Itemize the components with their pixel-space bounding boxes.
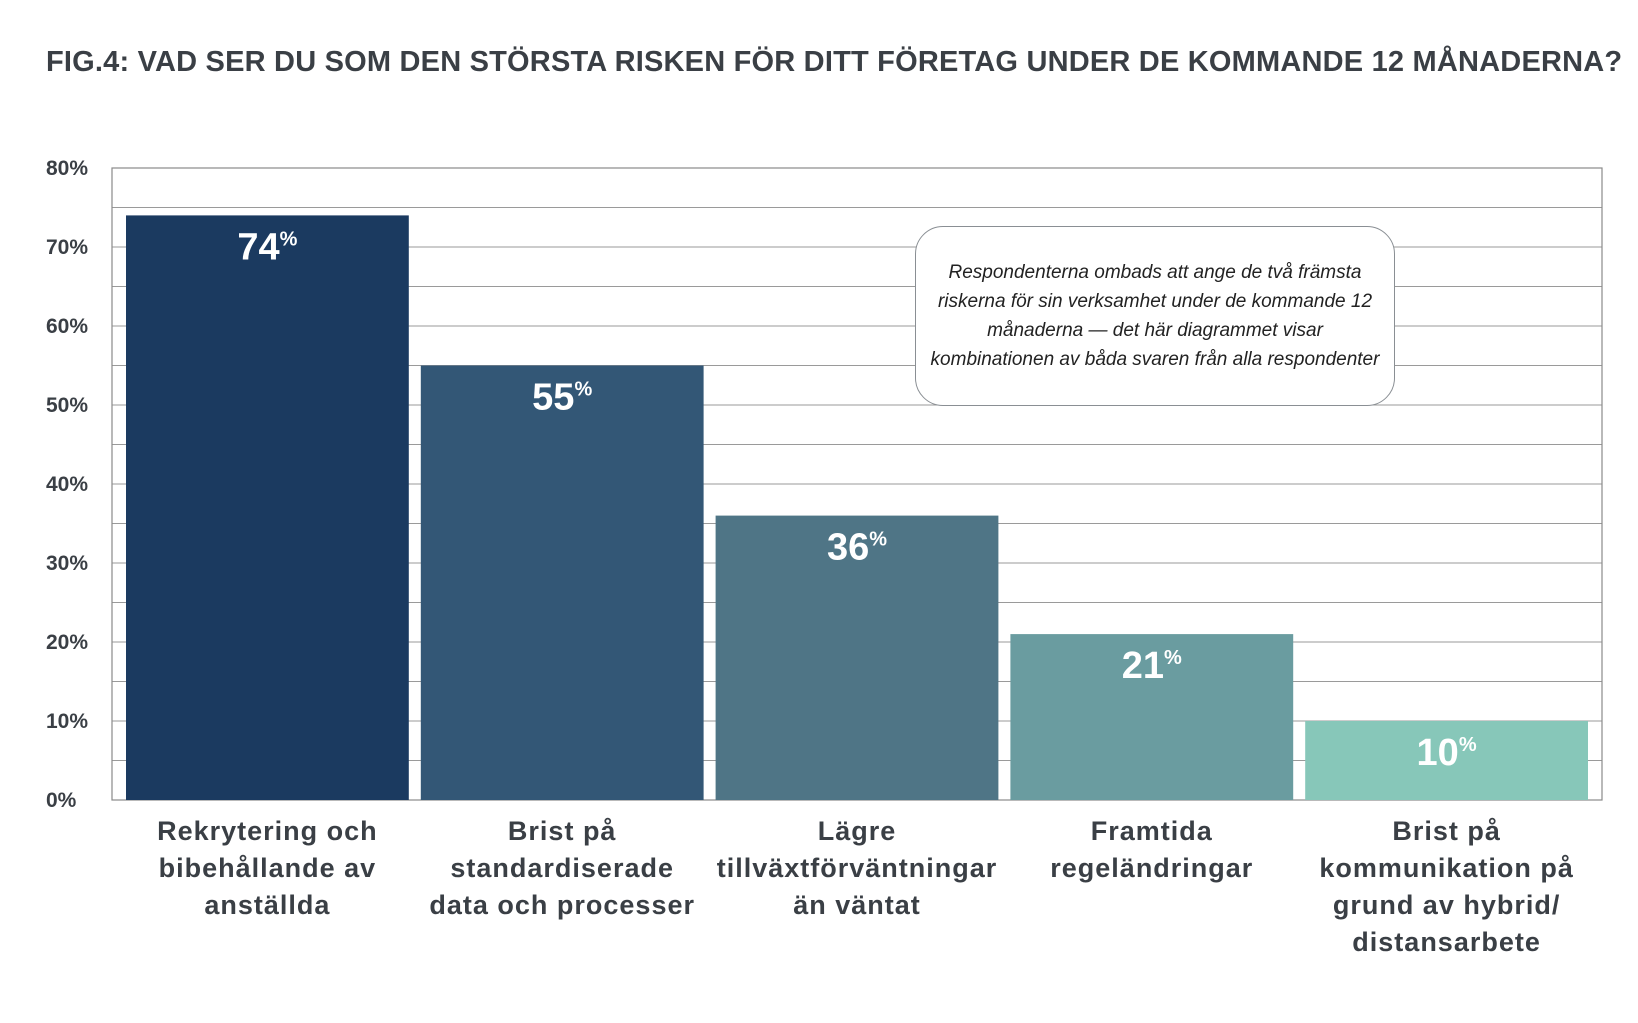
chart-title: FIG.4: VAD SER DU SOM DEN STÖRSTA RISKEN… [46, 46, 1623, 78]
x-tick-label: Framtida [1091, 816, 1213, 846]
x-tick-label: Rekrytering och [157, 816, 378, 846]
y-tick-label: 20% [46, 631, 88, 654]
x-tick-label: Brist på [1392, 816, 1501, 846]
y-tick-label: 30% [46, 552, 88, 575]
y-tick-label: 0% [46, 789, 77, 812]
data-label-unit: % [280, 228, 298, 250]
data-label-unit: % [869, 529, 887, 551]
x-tick-label: Lägre [818, 816, 897, 846]
y-tick-label: 10% [46, 710, 88, 733]
x-tick-label: distansarbete [1352, 927, 1541, 957]
x-tick-label: Brist på [508, 816, 617, 846]
x-tick-label: standardiserade [450, 853, 674, 883]
x-tick-label: regeländringar [1050, 853, 1253, 883]
y-axis-labels: 0% 10% 20% 30% 40% 50% 60% 70% 80% [46, 157, 88, 812]
x-tick-label: tillväxtförväntningar [717, 853, 998, 883]
y-tick-label: 60% [46, 315, 88, 338]
bars [126, 215, 1588, 800]
y-tick-label: 80% [46, 157, 88, 180]
x-tick-label: kommunikation på [1319, 853, 1574, 883]
y-tick-label: 50% [46, 394, 88, 417]
bar [1010, 634, 1294, 800]
x-axis-labels: Rekrytering och bibehållande av anställda B… [157, 816, 1574, 957]
x-tick-label: än väntat [793, 890, 921, 920]
y-tick-label: 70% [46, 236, 88, 259]
x-tick-label: grund av hybrid/ [1333, 890, 1561, 920]
data-label-unit: % [1459, 734, 1477, 756]
data-label-unit: % [1164, 647, 1182, 669]
bar [1305, 721, 1588, 800]
data-label-unit: % [574, 379, 592, 401]
bar [126, 215, 409, 800]
data-label: 36% [827, 527, 887, 569]
x-tick-label: bibehållande av [159, 853, 377, 883]
note-text: Respondenterna ombads att ange de två fr… [930, 262, 1380, 370]
x-tick-label: anställda [204, 890, 330, 920]
data-label: 21% [1122, 645, 1182, 687]
data-labels: 74%55%36%21%10% [237, 226, 1476, 774]
note-box: Respondenterna ombads att ange de två fr… [915, 226, 1395, 406]
bar [715, 515, 999, 800]
y-tick-label: 40% [46, 473, 88, 496]
x-tick-label: data och processer [429, 890, 695, 920]
bar [420, 365, 704, 800]
